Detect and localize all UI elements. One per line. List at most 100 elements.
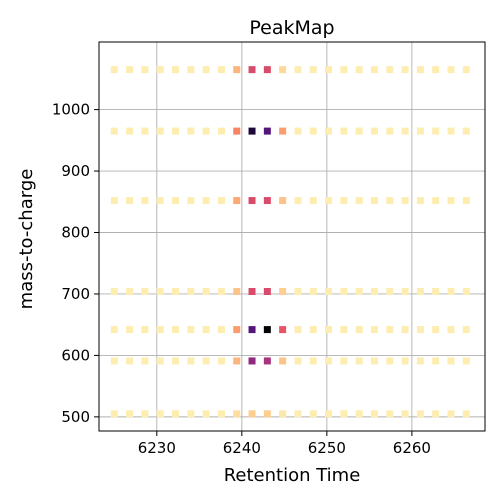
heatmap-cell	[202, 197, 210, 205]
heatmap-cell	[187, 357, 195, 365]
heatmap-cell	[263, 288, 271, 296]
heatmap-cell	[156, 197, 164, 205]
heatmap-cell	[172, 66, 180, 74]
heatmap-cell	[447, 357, 455, 365]
heatmap-cell	[217, 197, 225, 205]
heatmap-cell	[156, 410, 164, 418]
heatmap-cell	[386, 127, 394, 135]
heatmap-cell	[340, 197, 348, 205]
heatmap-cell	[355, 326, 363, 334]
heatmap-cell	[233, 357, 241, 365]
heatmap-cell	[279, 357, 287, 365]
heatmap-cell	[187, 288, 195, 296]
x-tick-label: 6230	[138, 439, 176, 457]
heatmap-cell	[141, 326, 149, 334]
heatmap-cell	[156, 66, 164, 74]
heatmap-cell	[340, 127, 348, 135]
heatmap-cell	[370, 66, 378, 74]
heatmap-cell	[386, 288, 394, 296]
heatmap-cell	[187, 127, 195, 135]
heatmap-cell	[401, 197, 409, 205]
heatmap-cell	[126, 66, 134, 74]
y-axis-title: mass-to-charge	[16, 169, 37, 310]
plot-frame	[98, 41, 486, 432]
heatmap-cell	[386, 326, 394, 334]
heatmap-cell	[279, 288, 287, 296]
heatmap-cell	[370, 288, 378, 296]
heatmap-cell	[294, 197, 302, 205]
heatmap-cell	[126, 288, 134, 296]
heatmap-cell	[401, 357, 409, 365]
heatmap-cell	[248, 288, 256, 296]
heatmap-cell	[309, 197, 317, 205]
heatmap-cell	[110, 410, 118, 418]
heatmap-cell	[202, 410, 210, 418]
heatmap-cell	[217, 66, 225, 74]
heatmap-cell	[126, 357, 134, 365]
heatmap-cell	[156, 288, 164, 296]
heatmap-cell	[325, 197, 333, 205]
heatmap-cell	[233, 197, 241, 205]
heatmap-cell	[263, 197, 271, 205]
heatmap-cell	[294, 66, 302, 74]
heatmap-cell	[172, 410, 180, 418]
heatmap-cell	[217, 326, 225, 334]
heatmap-cell	[401, 288, 409, 296]
heatmap-cell	[325, 66, 333, 74]
heatmap-cell	[416, 197, 424, 205]
heatmap-cell	[447, 326, 455, 334]
heatmap-cell	[202, 326, 210, 334]
heatmap-cell	[172, 326, 180, 334]
heatmap-cell	[294, 288, 302, 296]
y-tick-label: 900	[61, 162, 90, 180]
heatmap-cell	[263, 357, 271, 365]
heatmap-cell	[172, 197, 180, 205]
heatmap-cell	[340, 410, 348, 418]
heatmap-cell	[462, 66, 470, 74]
heatmap-cell	[355, 66, 363, 74]
heatmap-cell	[416, 127, 424, 135]
heatmap-cell	[110, 197, 118, 205]
heatmap-cell	[325, 127, 333, 135]
heatmap-cell	[462, 410, 470, 418]
heatmap-cell	[126, 410, 134, 418]
heatmap-cell	[447, 197, 455, 205]
heatmap-cell	[447, 288, 455, 296]
x-tick-label: 6260	[393, 439, 431, 457]
heatmap-cell	[156, 127, 164, 135]
heatmap-cell	[172, 127, 180, 135]
heatmap-cell	[370, 326, 378, 334]
heatmap-cell	[447, 66, 455, 74]
heatmap-cell	[325, 410, 333, 418]
heatmap-cell	[355, 127, 363, 135]
heatmap-cell	[294, 127, 302, 135]
heatmap-cell	[355, 357, 363, 365]
heatmap-cell	[248, 410, 256, 418]
heatmap-cell	[187, 197, 195, 205]
heatmap-cell	[462, 326, 470, 334]
heatmap-cell	[279, 127, 287, 135]
heatmap-cell	[416, 288, 424, 296]
heatmap-cell	[156, 326, 164, 334]
heatmap-cell	[355, 197, 363, 205]
heatmap-cell	[141, 357, 149, 365]
heatmap-cell	[141, 410, 149, 418]
heatmap-cell	[325, 288, 333, 296]
heatmap-cell	[279, 197, 287, 205]
heatmap-cell	[309, 127, 317, 135]
heatmap-cell	[462, 127, 470, 135]
heatmap-cell	[432, 197, 440, 205]
heatmap-cell	[309, 410, 317, 418]
heatmap-cell	[248, 197, 256, 205]
heatmap-cell	[386, 66, 394, 74]
heatmap-cell	[202, 288, 210, 296]
heatmap-cell	[263, 66, 271, 74]
heatmap-cell	[263, 127, 271, 135]
heatmap-cell	[340, 66, 348, 74]
heatmap-cell	[432, 66, 440, 74]
heatmap-cell	[172, 357, 180, 365]
heatmap-cell	[233, 326, 241, 334]
grid-lines	[99, 42, 485, 431]
heatmap-cell	[416, 357, 424, 365]
